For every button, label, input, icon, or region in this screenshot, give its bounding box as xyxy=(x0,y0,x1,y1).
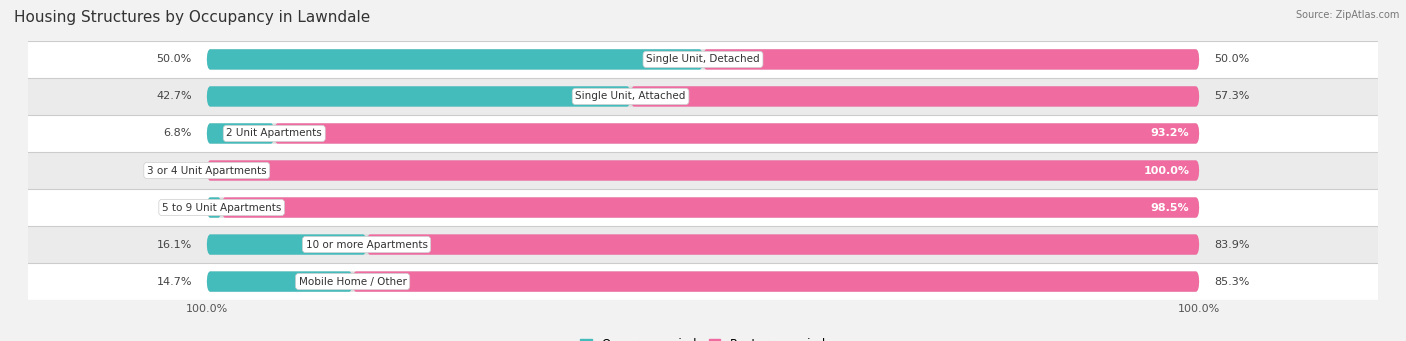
Bar xyxy=(28,115,1378,152)
Text: 93.2%: 93.2% xyxy=(1150,129,1189,138)
Text: 16.1%: 16.1% xyxy=(156,239,191,250)
Text: 5 to 9 Unit Apartments: 5 to 9 Unit Apartments xyxy=(162,203,281,212)
Bar xyxy=(28,263,1378,300)
FancyBboxPatch shape xyxy=(207,160,1199,181)
FancyBboxPatch shape xyxy=(207,271,353,292)
FancyBboxPatch shape xyxy=(207,123,1199,144)
Text: 10 or more Apartments: 10 or more Apartments xyxy=(305,239,427,250)
Bar xyxy=(28,226,1378,263)
FancyBboxPatch shape xyxy=(222,197,1199,218)
Text: 100.0%: 100.0% xyxy=(1143,165,1189,176)
Text: Mobile Home / Other: Mobile Home / Other xyxy=(298,277,406,286)
Text: 0.0%: 0.0% xyxy=(163,165,191,176)
FancyBboxPatch shape xyxy=(207,197,222,218)
Text: Housing Structures by Occupancy in Lawndale: Housing Structures by Occupancy in Lawnd… xyxy=(14,10,370,25)
FancyBboxPatch shape xyxy=(703,49,1199,70)
FancyBboxPatch shape xyxy=(207,271,1199,292)
Text: 85.3%: 85.3% xyxy=(1215,277,1250,286)
Bar xyxy=(28,78,1378,115)
Text: 98.5%: 98.5% xyxy=(1150,203,1189,212)
FancyBboxPatch shape xyxy=(207,86,1199,107)
Bar xyxy=(28,152,1378,189)
FancyBboxPatch shape xyxy=(353,271,1199,292)
FancyBboxPatch shape xyxy=(207,86,630,107)
Text: 50.0%: 50.0% xyxy=(156,55,191,64)
Text: Single Unit, Detached: Single Unit, Detached xyxy=(647,55,759,64)
Bar xyxy=(28,189,1378,226)
FancyBboxPatch shape xyxy=(207,234,367,255)
Text: 42.7%: 42.7% xyxy=(156,91,191,102)
Text: Single Unit, Attached: Single Unit, Attached xyxy=(575,91,686,102)
Text: 1.5%: 1.5% xyxy=(163,203,191,212)
Text: Source: ZipAtlas.com: Source: ZipAtlas.com xyxy=(1295,10,1399,20)
FancyBboxPatch shape xyxy=(207,234,1199,255)
FancyBboxPatch shape xyxy=(274,123,1199,144)
Text: 6.8%: 6.8% xyxy=(163,129,191,138)
Text: 57.3%: 57.3% xyxy=(1215,91,1250,102)
Legend: Owner-occupied, Renter-occupied: Owner-occupied, Renter-occupied xyxy=(579,338,827,341)
FancyBboxPatch shape xyxy=(367,234,1199,255)
FancyBboxPatch shape xyxy=(207,49,1199,70)
FancyBboxPatch shape xyxy=(207,197,1199,218)
Text: 83.9%: 83.9% xyxy=(1215,239,1250,250)
Text: 2 Unit Apartments: 2 Unit Apartments xyxy=(226,129,322,138)
FancyBboxPatch shape xyxy=(207,49,703,70)
FancyBboxPatch shape xyxy=(207,123,274,144)
FancyBboxPatch shape xyxy=(207,160,1199,181)
Text: 50.0%: 50.0% xyxy=(1215,55,1250,64)
Text: 14.7%: 14.7% xyxy=(156,277,191,286)
Bar xyxy=(28,41,1378,78)
Text: 3 or 4 Unit Apartments: 3 or 4 Unit Apartments xyxy=(148,165,267,176)
FancyBboxPatch shape xyxy=(630,86,1199,107)
